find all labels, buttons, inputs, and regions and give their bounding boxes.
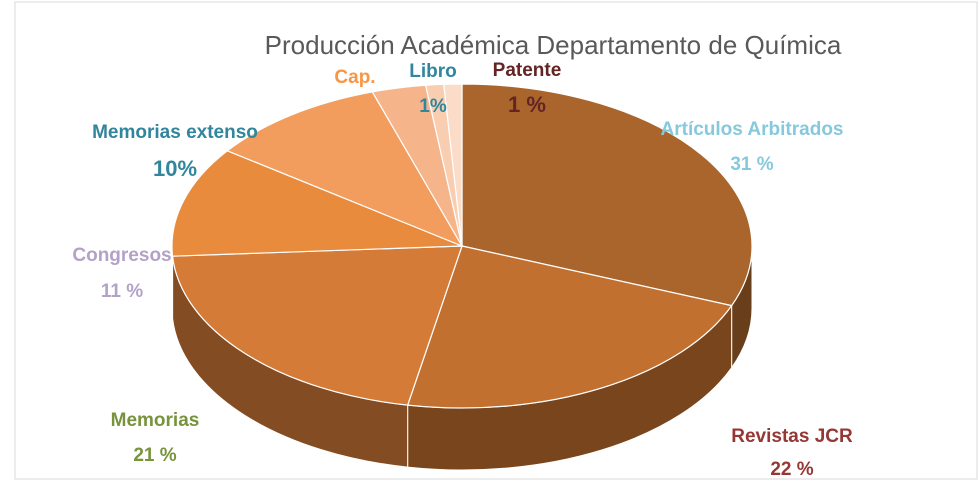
slice bbox=[171, 150, 463, 257]
slice-label: Patente bbox=[493, 60, 562, 81]
slice bbox=[226, 91, 464, 248]
slice-value-label: 22 % bbox=[770, 459, 813, 480]
slice-label: Artículos Arbitrados bbox=[661, 119, 844, 140]
slice-value-label: 10% bbox=[153, 156, 197, 181]
slice bbox=[171, 245, 463, 406]
slice-value-label: 21 % bbox=[133, 445, 176, 466]
slice-value-label: 1% bbox=[419, 96, 447, 117]
slice-value-label: 31 % bbox=[730, 154, 773, 175]
slice bbox=[443, 83, 463, 247]
slice bbox=[461, 83, 753, 307]
slice-label: Revistas JCR bbox=[731, 426, 853, 447]
slice-label: Congresos bbox=[72, 245, 171, 266]
slice-label: Memorias bbox=[111, 410, 200, 431]
slice-value-label: 1 % bbox=[508, 92, 546, 117]
slice-value-label: 11 % bbox=[101, 281, 143, 302]
chart-title: Producción Académica Departamento de Quí… bbox=[265, 30, 842, 60]
slice-label: Memorias extenso bbox=[92, 122, 258, 143]
slice bbox=[406, 245, 733, 409]
slice-label: Cap. bbox=[334, 67, 375, 88]
slice-label: Libro bbox=[409, 61, 457, 82]
